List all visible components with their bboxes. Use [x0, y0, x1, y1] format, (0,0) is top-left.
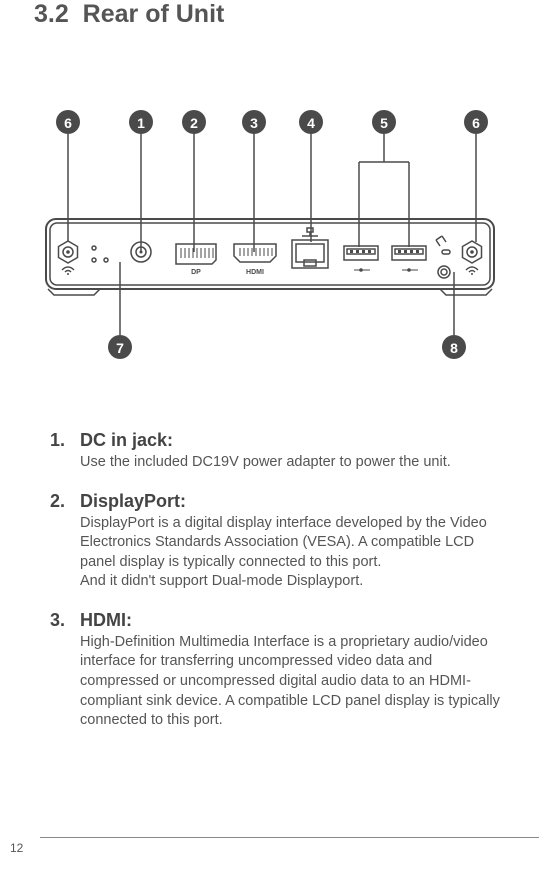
definition-title: HDMI:	[80, 610, 132, 631]
definition-body: DisplayPort is a digital display interfa…	[80, 514, 503, 592]
definition-title: DC in jack:	[80, 430, 173, 451]
definition-number: 1.	[50, 430, 72, 451]
manual-page: 3.2 Rear of Unit DPHDMI612345678 1. DC i…	[0, 0, 539, 871]
svg-text:6: 6	[64, 115, 72, 131]
svg-text:8: 8	[450, 340, 458, 356]
definition-head: 3. HDMI:	[50, 610, 503, 631]
section-number: 3.2	[34, 0, 69, 28]
svg-text:7: 7	[116, 340, 124, 356]
svg-text:5: 5	[380, 115, 388, 131]
section-title-text: Rear of Unit	[83, 0, 225, 28]
definition-number: 2.	[50, 491, 72, 512]
definition-head: 1. DC in jack:	[50, 430, 503, 451]
svg-text:3: 3	[250, 115, 258, 131]
svg-text:1: 1	[137, 115, 145, 131]
rear-diagram: DP HDMI 6 1 2 3 4 5 6 7 8	[34, 102, 506, 382]
svg-text:4: 4	[307, 115, 315, 131]
definition-title: DisplayPort:	[80, 491, 186, 512]
svg-text:6: 6	[472, 115, 480, 131]
section-heading: 3.2 Rear of Unit	[34, 0, 224, 29]
page-number: 12	[10, 841, 23, 855]
definition-head: 2. DisplayPort:	[50, 491, 503, 512]
definition-item: 2. DisplayPort: DisplayPort is a digital…	[50, 491, 503, 592]
svg-text:DP: DP	[191, 269, 201, 276]
definition-body: High-Definition Multimedia Interface is …	[80, 633, 503, 731]
definition-number: 3.	[50, 610, 72, 631]
rear-diagram-svg: DP HDMI 6 1 2 3 4 5 6 7 8	[34, 102, 506, 382]
svg-text:2: 2	[190, 115, 198, 131]
page-footer: 12	[0, 837, 539, 859]
definitions-list: 1. DC in jack: Use the included DC19V po…	[50, 430, 503, 749]
svg-text:HDMI: HDMI	[246, 269, 264, 276]
definition-item: 3. HDMI: High-Definition Multimedia Inte…	[50, 610, 503, 731]
footer-rule	[40, 837, 539, 838]
definition-body: Use the included DC19V power adapter to …	[80, 453, 503, 473]
definition-item: 1. DC in jack: Use the included DC19V po…	[50, 430, 503, 473]
